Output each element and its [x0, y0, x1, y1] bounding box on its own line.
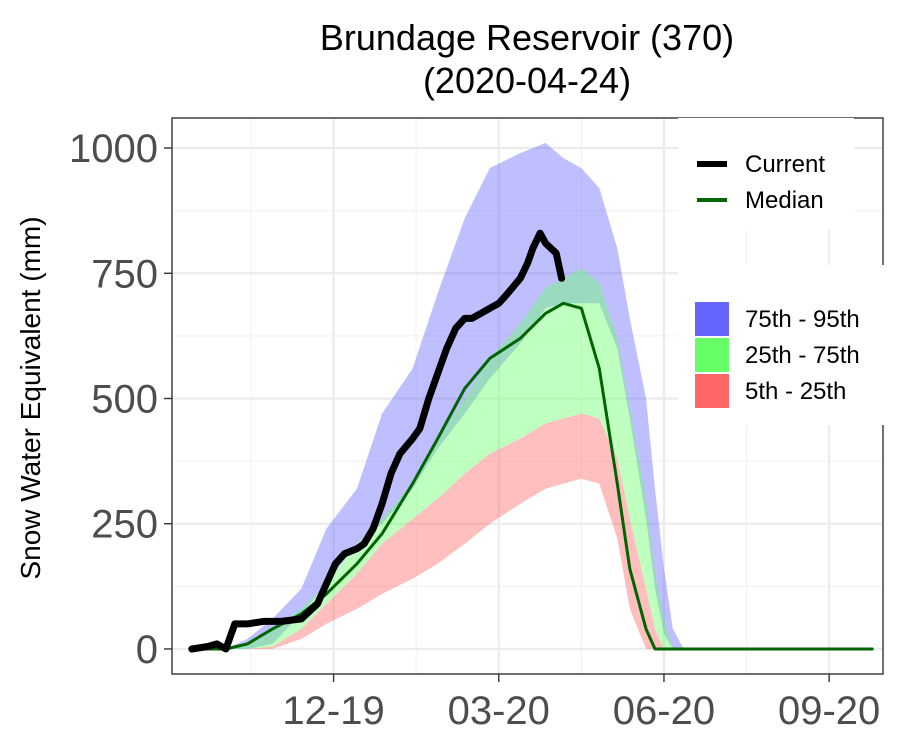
legend-25-75-swatch: [695, 338, 729, 372]
x-tick-label: 09-20: [778, 689, 880, 733]
legend-median-label: Median: [745, 187, 824, 214]
x-tick-label: 03-20: [448, 689, 550, 733]
band-5-25: [225, 413, 684, 649]
y-tick-label: 1000: [69, 127, 158, 171]
chart-title: Brundage Reservoir (370): [320, 17, 734, 58]
y-tick-label: 250: [91, 503, 158, 547]
y-tick-label: 750: [91, 252, 158, 296]
legend-bands: 75th - 95th 25th - 75th 5th - 25th: [678, 265, 884, 425]
legend-lines-background: [678, 118, 854, 230]
x-tick-label: 12-19: [282, 689, 384, 733]
band-25-75: [225, 268, 684, 649]
legend-lines: Current Median: [678, 118, 854, 230]
chart-subtitle: (2020-04-24): [423, 60, 631, 101]
legend-current-label: Current: [745, 151, 825, 178]
legend-75-95-label: 75th - 95th: [745, 306, 860, 333]
legend-75-95-swatch: [695, 302, 729, 336]
y-tick-label: 500: [91, 378, 158, 422]
current-line: [188, 229, 566, 653]
x-tick-label: 06-20: [613, 689, 715, 733]
y-tick-label: 0: [136, 628, 158, 672]
y-axis-label: Snow Water Equivalent (mm): [15, 216, 46, 579]
series-lines: [188, 229, 874, 653]
legend-25-75-label: 25th - 75th: [745, 342, 860, 369]
grid-lines: [172, 118, 883, 674]
legend-5-25-swatch: [695, 374, 729, 408]
percentile-bands: [225, 143, 684, 649]
band-75-95: [225, 143, 684, 649]
y-axis-ticks: 0 250 500 750 1000: [69, 127, 172, 672]
legend-5-25-label: 5th - 25th: [745, 378, 846, 405]
x-axis-ticks: 12-19 03-20 06-20 09-20: [282, 674, 880, 733]
